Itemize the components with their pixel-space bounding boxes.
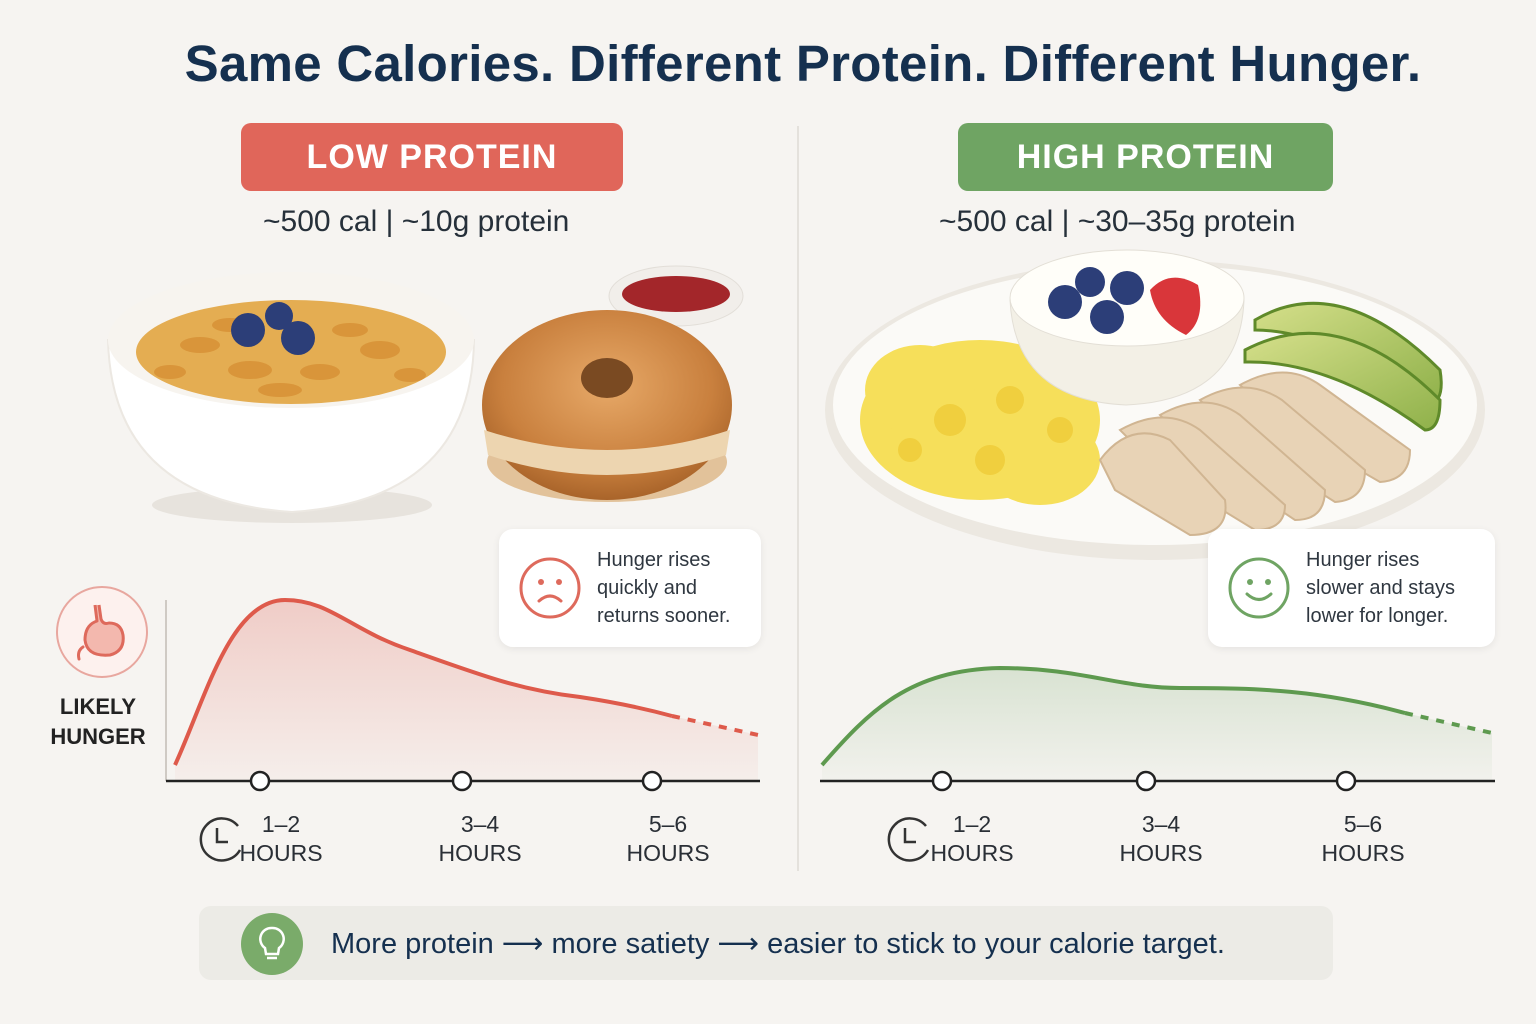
- time-marker: [931, 770, 953, 792]
- time-label-low-3: 5–6 HOURS: [626, 810, 709, 868]
- jam-dish: [608, 265, 744, 327]
- high-hunger-curve: [820, 665, 1406, 767]
- smile-face-icon: [1228, 557, 1290, 619]
- high-protein-callout: Hunger rises slower and stays lower for …: [1208, 529, 1495, 647]
- cereal-bowl: [106, 272, 476, 523]
- time-label-range: 5–6: [1343, 811, 1383, 837]
- y-axis-label: LIKELY HUNGER: [42, 692, 154, 752]
- center-divider: [797, 126, 799, 871]
- time-label-high-3: 5–6 HOURS: [1321, 810, 1404, 868]
- time-marker: [451, 770, 473, 792]
- time-marker: [249, 770, 271, 792]
- high-protein-stats: ~500 cal | ~30–35g protein: [939, 205, 1296, 238]
- lightbulb-icon: [241, 913, 303, 975]
- stomach-icon: [56, 586, 148, 678]
- low-hunger-curve: [173, 597, 673, 766]
- high-curve-area: [822, 668, 1492, 781]
- low-protein-badge: LOW PROTEIN: [241, 123, 623, 191]
- low-callout-line: quickly and: [597, 577, 698, 599]
- high-callout-line: lower for longer.: [1306, 605, 1449, 627]
- low-callout-line: Hunger rises: [597, 549, 711, 571]
- time-label-range: 5–6: [648, 811, 688, 837]
- time-label-range: 1–2: [261, 811, 301, 837]
- takeaway-text: More protein ⟶ more satiety ⟶ easier to …: [331, 928, 1225, 960]
- protein-plate: [825, 249, 1485, 560]
- page-title: Same Calories. Different Protein. Differ…: [184, 35, 1422, 92]
- time-marker: [1335, 770, 1357, 792]
- time-label-unit: HOURS: [626, 840, 710, 866]
- time-marker: [641, 770, 663, 792]
- time-label-unit: HOURS: [1119, 840, 1203, 866]
- low-curve-area: [175, 600, 758, 781]
- time-label-low-1: 1–2 HOURS: [239, 810, 322, 868]
- time-label-unit: HOURS: [930, 840, 1014, 866]
- clock-icon: [199, 817, 242, 862]
- time-label-range: 3–4: [1141, 811, 1181, 837]
- low-protein-stats: ~500 cal | ~10g protein: [263, 205, 570, 238]
- time-label-range: 3–4: [460, 811, 500, 837]
- time-label-range: 1–2: [952, 811, 992, 837]
- time-marker: [1135, 770, 1157, 792]
- high-callout-line: Hunger rises: [1306, 549, 1420, 571]
- sad-face-icon: [519, 557, 581, 619]
- time-label-unit: HOURS: [438, 840, 522, 866]
- time-label-unit: HOURS: [1321, 840, 1405, 866]
- bagel: [482, 310, 732, 502]
- takeaway-banner: [199, 906, 1333, 980]
- time-label-high-1: 1–2 HOURS: [930, 810, 1013, 868]
- time-label-low-2: 3–4 HOURS: [438, 810, 521, 868]
- low-protein-callout: Hunger rises quickly and returns sooner.: [499, 529, 761, 647]
- time-label-high-2: 3–4 HOURS: [1119, 810, 1202, 868]
- clock-icon: [887, 817, 930, 862]
- low-callout-line: returns sooner.: [597, 605, 731, 627]
- high-callout-line: slower and stays: [1306, 577, 1455, 599]
- y-axis-label-line: LIKELY: [59, 694, 137, 719]
- high-protein-badge: HIGH PROTEIN: [958, 123, 1333, 191]
- time-label-unit: HOURS: [239, 840, 323, 866]
- y-axis-label-line: HUNGER: [50, 724, 146, 749]
